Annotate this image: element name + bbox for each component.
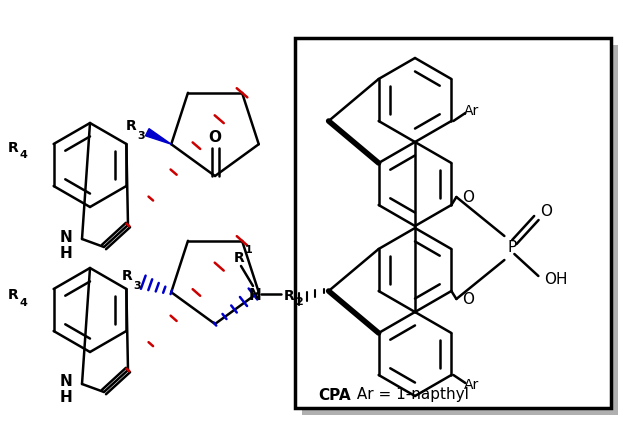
Text: R: R xyxy=(122,269,132,283)
Text: 2: 2 xyxy=(295,297,303,307)
Text: 3: 3 xyxy=(138,131,145,141)
FancyBboxPatch shape xyxy=(295,38,611,408)
Text: R: R xyxy=(126,119,137,133)
Text: Ar: Ar xyxy=(464,104,479,118)
Text: O: O xyxy=(209,131,221,146)
Text: N: N xyxy=(59,375,72,389)
Text: H: H xyxy=(59,246,72,260)
Text: CPA: CPA xyxy=(318,388,351,402)
FancyBboxPatch shape xyxy=(302,45,618,415)
Text: O: O xyxy=(462,190,474,205)
Text: O: O xyxy=(462,291,474,306)
Text: O: O xyxy=(541,205,552,219)
Text: R: R xyxy=(284,289,294,303)
Text: OH: OH xyxy=(544,273,568,288)
Text: 3: 3 xyxy=(134,281,141,291)
Text: 1: 1 xyxy=(245,245,253,255)
Text: P: P xyxy=(508,240,517,256)
Text: H: H xyxy=(59,391,72,406)
Text: Ar: Ar xyxy=(464,378,479,392)
Text: R: R xyxy=(8,141,19,155)
Text: N: N xyxy=(249,288,261,304)
Text: Ar = 1-napthyl: Ar = 1-napthyl xyxy=(352,388,469,402)
Text: R: R xyxy=(8,288,19,302)
Text: 4: 4 xyxy=(20,150,28,160)
Text: R: R xyxy=(234,251,244,265)
Polygon shape xyxy=(146,128,171,144)
Text: 4: 4 xyxy=(20,298,28,308)
Text: N: N xyxy=(59,229,72,244)
